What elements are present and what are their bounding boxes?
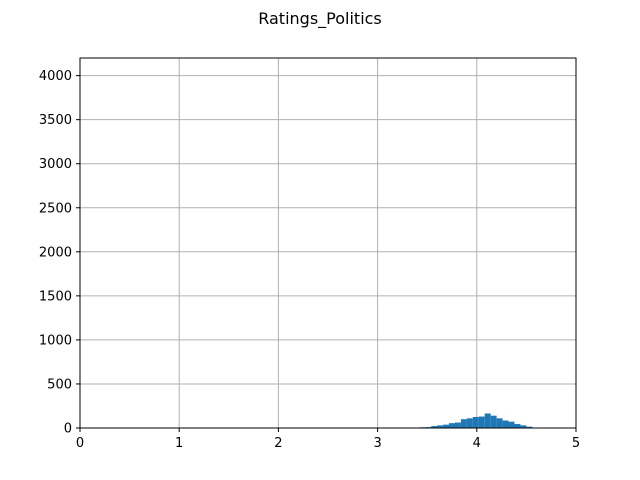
plot-frame — [79, 57, 577, 429]
histogram-bar — [431, 426, 438, 428]
histogram-bar — [454, 422, 461, 428]
y-tick-label: 4000 — [39, 69, 72, 84]
histogram-bar — [472, 416, 479, 428]
histogram-bar — [496, 418, 503, 428]
histogram-bar — [466, 418, 473, 428]
y-tick-label: 0 — [64, 422, 72, 437]
histogram-bar — [443, 424, 450, 428]
histogram-bar — [514, 424, 521, 428]
chart-title: Ratings_Politics — [258, 9, 382, 29]
bar-group — [407, 413, 539, 428]
y-tick-label: 2000 — [39, 245, 72, 260]
histogram-bar — [502, 420, 509, 428]
y-tick-label: 1500 — [39, 289, 72, 304]
x-tick-label: 0 — [76, 436, 84, 451]
histogram-bar — [478, 416, 485, 428]
x-tick-label: 5 — [572, 436, 580, 451]
y-tick-label: 2500 — [39, 201, 72, 216]
histogram-bar — [437, 425, 444, 428]
histogram-bar — [526, 426, 533, 428]
x-tick-label: 4 — [473, 436, 481, 451]
histogram-bar — [484, 413, 491, 428]
histogram-bar — [508, 421, 515, 428]
x-axis: 0 1 2 3 4 5 — [76, 428, 580, 451]
y-tick-label: 3500 — [39, 113, 72, 128]
histogram-bar — [520, 425, 527, 428]
y-tick-label: 500 — [47, 377, 72, 392]
histogram-bar — [490, 415, 497, 428]
histogram-bar — [460, 419, 467, 428]
x-tick-label: 2 — [274, 436, 282, 451]
y-tick-label: 1000 — [39, 333, 72, 348]
x-tick-label: 1 — [175, 436, 183, 451]
y-axis: 0 500 1000 1500 2000 2500 3000 3500 4000 — [39, 69, 80, 437]
y-tick-label: 3000 — [39, 157, 72, 172]
histogram-bar — [449, 423, 455, 428]
x-tick-label: 3 — [373, 436, 381, 451]
